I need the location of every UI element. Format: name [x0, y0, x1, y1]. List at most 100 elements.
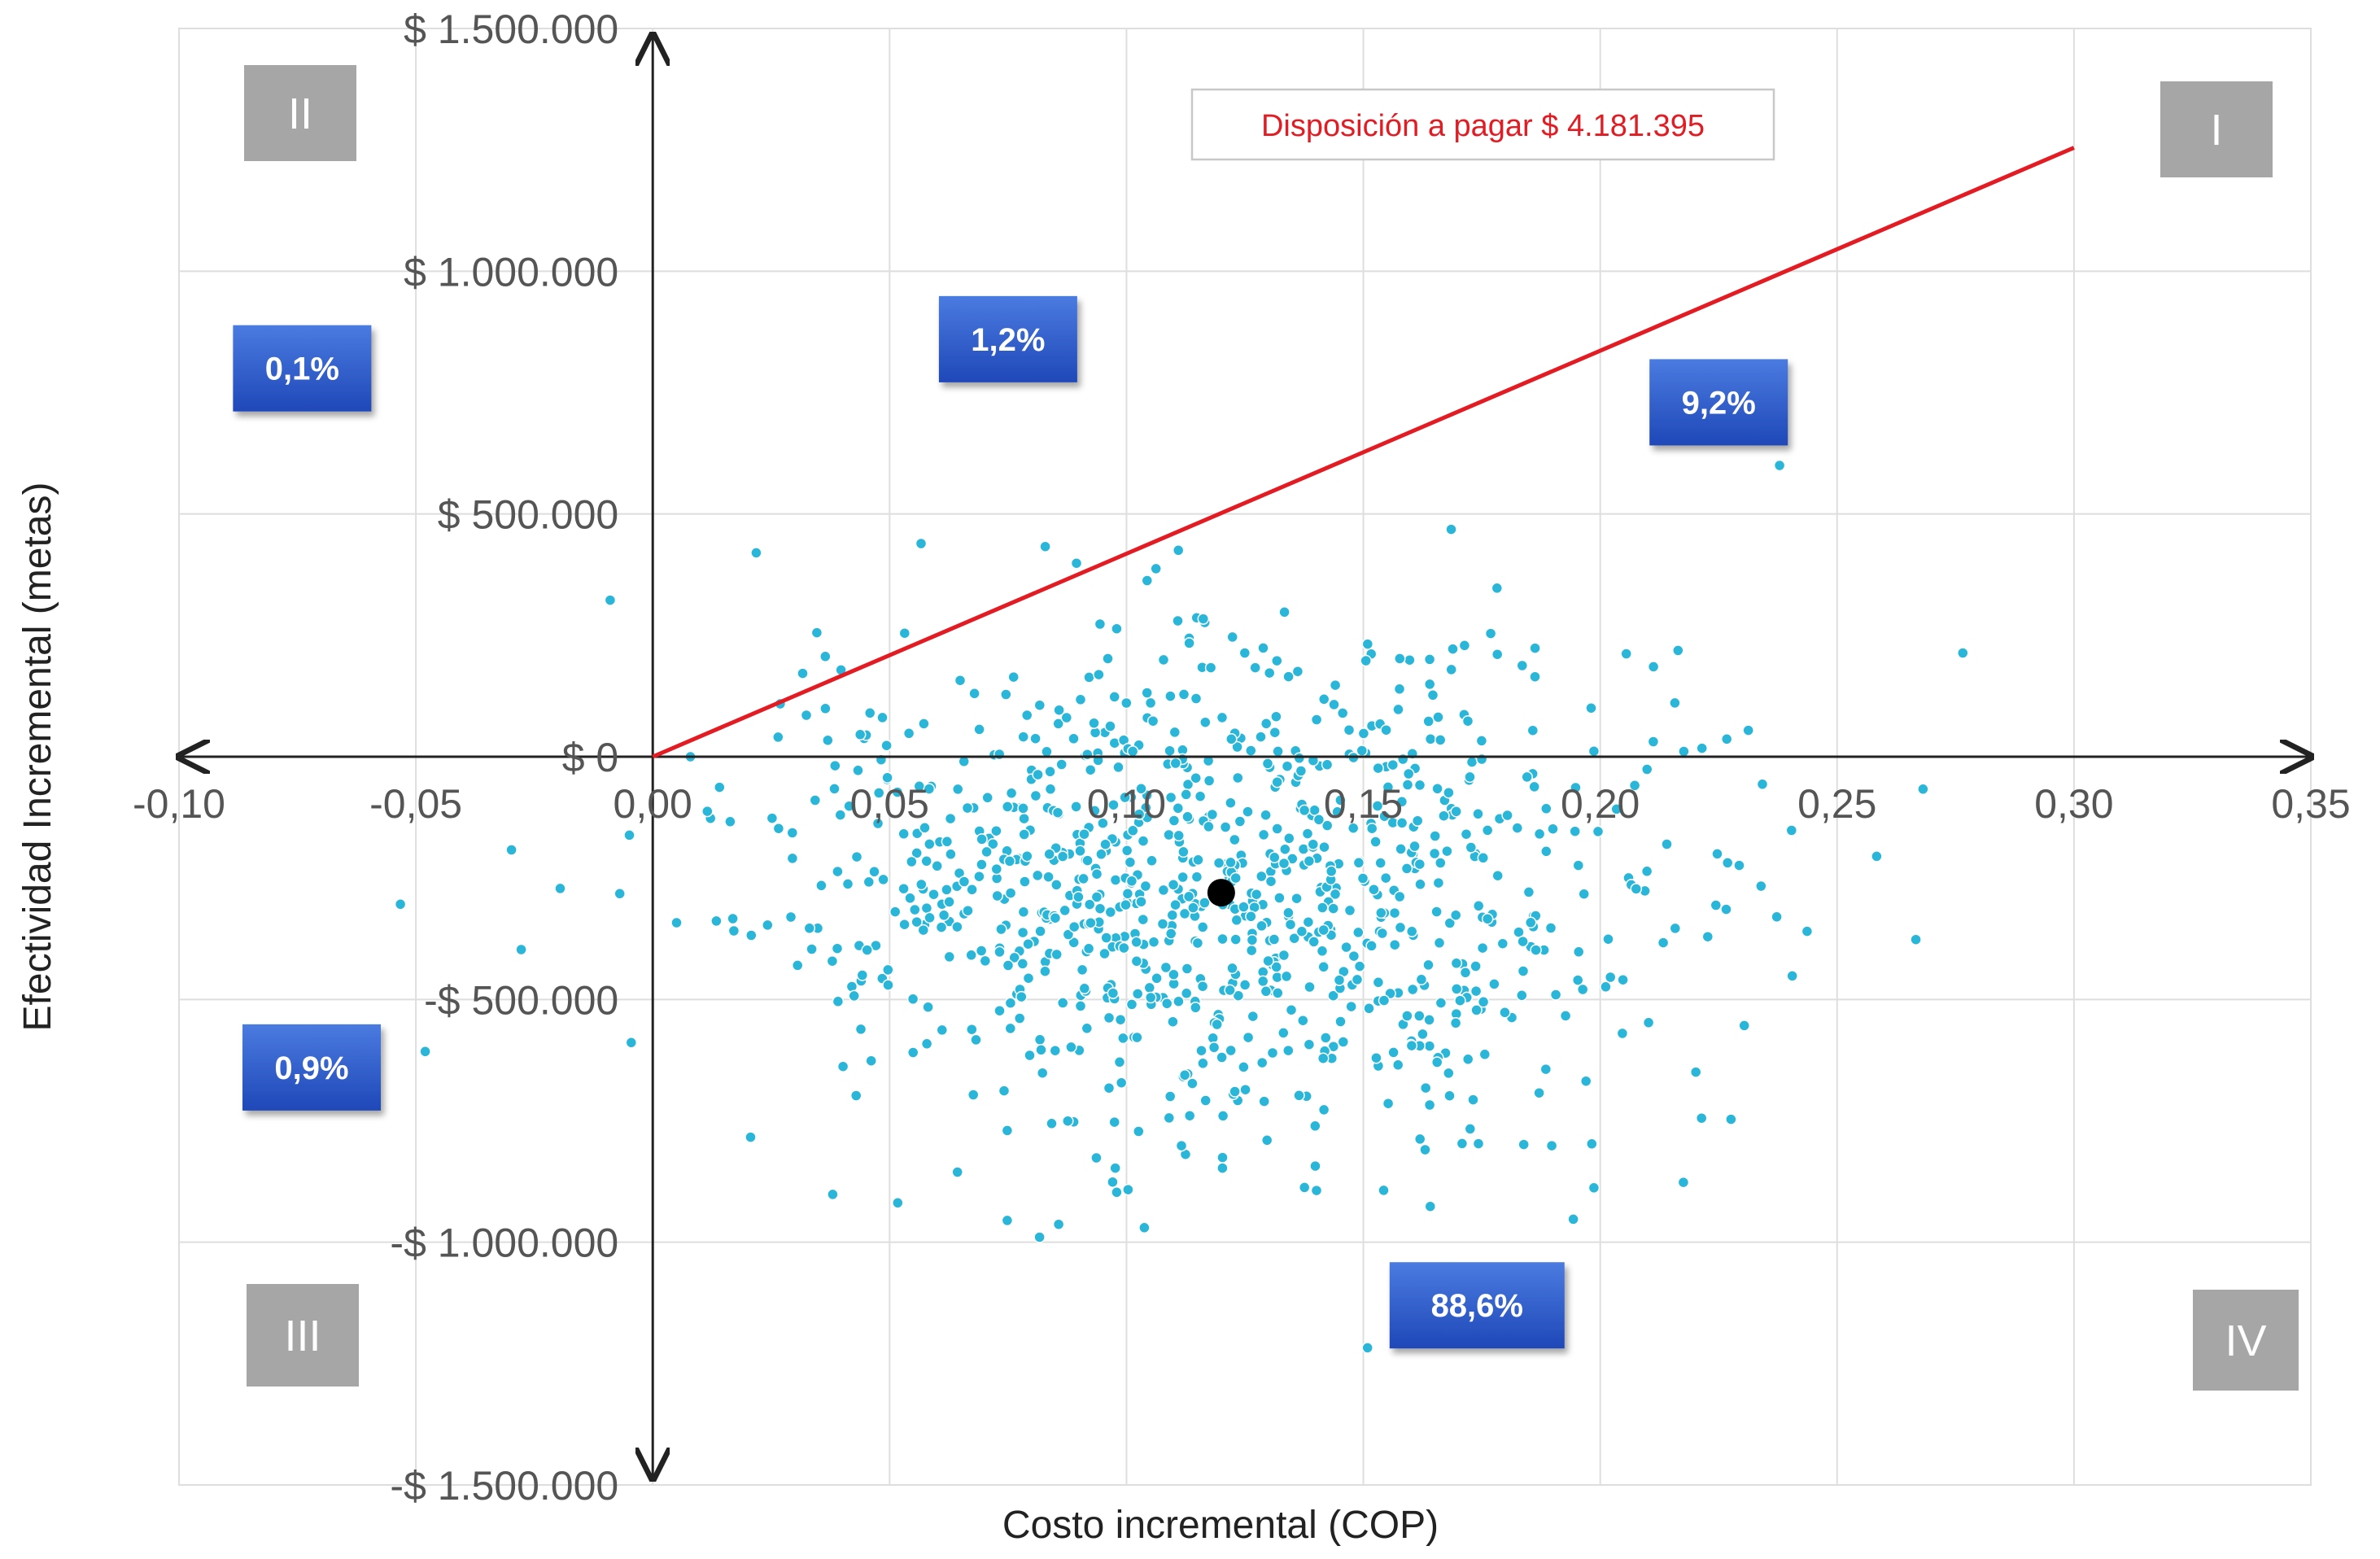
scatter-point	[827, 1188, 839, 1201]
scatter-point	[1472, 900, 1485, 912]
scatter-point	[1481, 913, 1494, 925]
scatter-point	[1303, 854, 1316, 867]
scatter-point	[1001, 1124, 1014, 1137]
scatter-point	[1199, 1094, 1212, 1107]
scatter-point	[836, 1060, 849, 1072]
x-tick-label: -0,05	[369, 781, 462, 827]
scatter-point	[1077, 872, 1090, 885]
scatter-point	[1089, 805, 1101, 817]
scatter-point	[1019, 876, 1031, 888]
scatter-point	[810, 627, 823, 639]
scatter-point	[1295, 925, 1308, 937]
quadrant-label: III	[284, 1312, 321, 1360]
scatter-point	[1328, 698, 1340, 711]
scatter-point	[1415, 973, 1428, 986]
scatter-point	[1290, 892, 1303, 905]
scatter-point	[1238, 1061, 1250, 1073]
scatter-point	[1450, 983, 1463, 995]
scatter-point	[1135, 783, 1147, 795]
scatter-point	[1533, 1086, 1545, 1099]
scatter-point	[623, 829, 635, 841]
scatter-point	[1428, 847, 1441, 860]
scatter-point	[1022, 972, 1035, 985]
scatter-point	[1090, 867, 1103, 880]
scatter-point	[1393, 683, 1406, 696]
scatter-point	[1661, 838, 1673, 850]
scatter-point	[604, 594, 617, 606]
scatter-point	[1586, 1138, 1598, 1151]
scatter-point	[1518, 1138, 1530, 1151]
scatter-point	[1004, 1022, 1017, 1035]
scatter-point	[1177, 688, 1190, 701]
scatter-point	[1628, 780, 1641, 792]
scatter-point	[727, 924, 740, 937]
scatter-point	[1630, 883, 1643, 895]
scatter-point	[892, 1197, 904, 1209]
scatter-point	[1029, 789, 1042, 802]
scatter-point	[1374, 857, 1387, 869]
scatter-point	[928, 888, 940, 901]
scatter-point	[1461, 1053, 1474, 1066]
scatter-point	[909, 903, 921, 916]
scatter-point	[1175, 1139, 1188, 1152]
scatter-point	[1395, 843, 1407, 855]
scatter-point	[1773, 459, 1786, 472]
scatter-point	[1074, 845, 1086, 858]
scatter-point	[1388, 938, 1401, 951]
scatter-point	[1711, 848, 1723, 860]
scatter-point	[1273, 892, 1286, 904]
scatter-point	[1094, 618, 1107, 631]
scatter-point	[935, 921, 948, 933]
scatter-point	[1450, 806, 1462, 818]
percentage-label: 1,2%	[971, 322, 1045, 358]
scatter-point	[1050, 879, 1063, 891]
scatter-point	[1141, 687, 1153, 699]
scatter-point	[1578, 888, 1590, 900]
scatter-point	[1423, 653, 1436, 666]
scatter-point	[1269, 726, 1282, 739]
scatter-point	[1196, 980, 1209, 993]
scatter-point	[1249, 662, 1261, 674]
scatter-point	[877, 873, 889, 886]
scatter-point	[1239, 1083, 1251, 1096]
scatter-point	[1225, 797, 1237, 809]
scatter-point	[1529, 642, 1541, 654]
scatter-point	[1559, 1010, 1572, 1022]
scatter-point	[1083, 898, 1096, 911]
scatter-point	[1419, 1081, 1432, 1094]
scatter-point	[1424, 733, 1437, 745]
scatter-point	[762, 919, 774, 932]
scatter-point	[1696, 742, 1708, 754]
scatter-point	[943, 896, 955, 908]
scatter-point	[1281, 760, 1294, 772]
scatter-point	[1127, 824, 1139, 837]
scatter-point	[1147, 936, 1160, 948]
scatter-point	[1015, 990, 1028, 1003]
scatter-point	[1258, 1095, 1270, 1107]
scatter-point	[1095, 848, 1107, 861]
scatter-point	[1016, 958, 1029, 970]
scatter-point	[1422, 959, 1435, 972]
scatter-point	[1196, 921, 1209, 933]
scatter-point	[1225, 1044, 1237, 1057]
scatter-point	[922, 1001, 934, 1013]
scatter-point	[1478, 1048, 1491, 1061]
x-tick-label: 0,10	[1087, 781, 1166, 827]
scatter-point	[1053, 704, 1065, 716]
scatter-point	[1347, 950, 1360, 963]
scatter-point	[1005, 787, 1018, 800]
scatter-point	[1232, 771, 1244, 784]
scatter-point	[1098, 947, 1111, 960]
scatter-point	[1370, 1051, 1382, 1064]
scatter-point	[1522, 886, 1535, 898]
scatter-point	[1018, 828, 1030, 841]
scatter-point	[1417, 1028, 1429, 1041]
scatter-point	[394, 898, 407, 911]
scatter-point	[1137, 835, 1150, 847]
scatter-point	[1078, 828, 1090, 841]
scatter-point	[515, 943, 527, 956]
scatter-point	[1072, 891, 1085, 903]
scatter-point	[1470, 1004, 1483, 1016]
scatter-point	[1449, 909, 1462, 921]
scatter-point	[966, 884, 978, 896]
